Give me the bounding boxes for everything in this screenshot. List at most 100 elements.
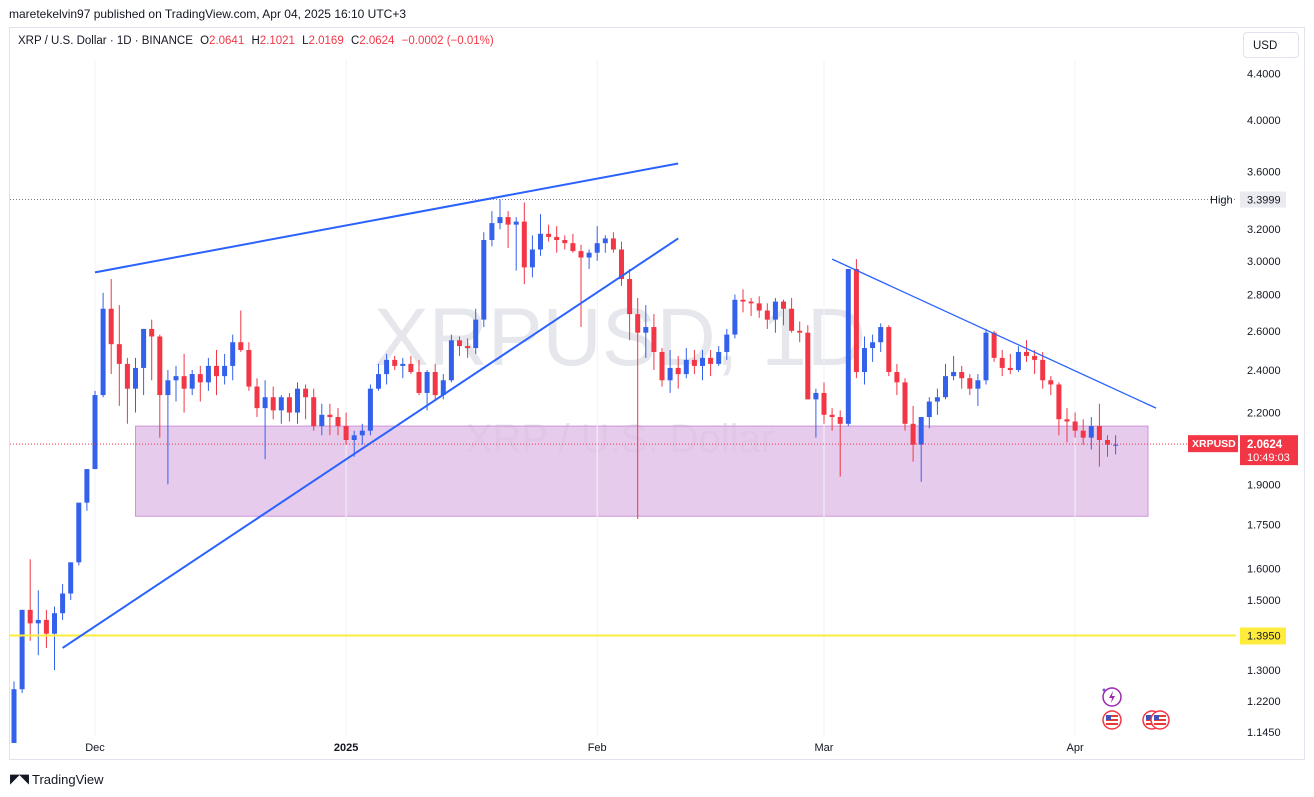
candle[interactable] — [481, 232, 487, 328]
us-flag-icon[interactable] — [1150, 710, 1170, 730]
candle[interactable] — [1024, 340, 1029, 362]
candle[interactable] — [246, 342, 252, 391]
trendline[interactable] — [94, 162, 679, 274]
candle[interactable] — [424, 369, 430, 411]
currency-button[interactable]: USD — [1243, 32, 1299, 58]
candle[interactable] — [886, 325, 892, 377]
candle[interactable] — [1032, 349, 1038, 375]
candle[interactable] — [303, 384, 309, 420]
candle[interactable] — [43, 609, 49, 648]
trendline[interactable] — [62, 237, 679, 649]
candle[interactable] — [141, 328, 147, 396]
candle[interactable] — [829, 408, 835, 431]
candle[interactable] — [359, 423, 365, 445]
candle[interactable] — [1064, 408, 1070, 443]
candle[interactable] — [278, 395, 284, 424]
candle[interactable] — [222, 353, 228, 385]
candle[interactable] — [335, 408, 341, 436]
candle[interactable] — [1048, 376, 1054, 396]
candle[interactable] — [570, 233, 576, 253]
candle[interactable] — [149, 319, 155, 381]
candle[interactable] — [367, 384, 373, 436]
candle[interactable] — [116, 305, 122, 406]
candle[interactable] — [578, 244, 584, 328]
candle[interactable] — [392, 355, 398, 370]
candle[interactable] — [627, 269, 633, 341]
candle[interactable] — [489, 211, 495, 247]
candle[interactable] — [384, 353, 390, 385]
candle[interactable] — [100, 292, 106, 398]
candle[interactable] — [724, 328, 730, 360]
candle[interactable] — [643, 305, 649, 358]
candle[interactable] — [295, 382, 300, 424]
candle[interactable] — [781, 299, 786, 326]
candle[interactable] — [513, 217, 519, 271]
candle[interactable] — [700, 349, 705, 381]
candle[interactable] — [465, 338, 471, 358]
candle[interactable] — [1072, 412, 1078, 438]
candle[interactable] — [999, 349, 1005, 377]
candle[interactable] — [529, 235, 535, 278]
candle[interactable] — [254, 378, 260, 418]
candle[interactable] — [554, 226, 560, 253]
candle[interactable] — [457, 336, 462, 356]
candle[interactable] — [157, 334, 163, 438]
candle[interactable] — [853, 259, 859, 379]
candle[interactable] — [683, 348, 689, 379]
candle[interactable] — [133, 357, 138, 413]
candle[interactable] — [197, 365, 203, 402]
candle[interactable] — [52, 606, 57, 670]
candle[interactable] — [189, 369, 195, 396]
candle[interactable] — [619, 241, 624, 286]
candle[interactable] — [789, 298, 795, 333]
candle[interactable] — [400, 357, 406, 379]
trendline[interactable] — [831, 258, 1157, 409]
candle[interactable] — [651, 314, 657, 370]
candle[interactable] — [262, 380, 268, 460]
candle[interactable] — [837, 410, 843, 477]
candle[interactable] — [165, 369, 171, 485]
candle[interactable] — [205, 357, 211, 391]
candle[interactable] — [432, 363, 438, 400]
candle[interactable] — [76, 502, 82, 566]
candle[interactable] — [635, 298, 641, 519]
candle[interactable] — [214, 349, 219, 396]
candle[interactable] — [538, 214, 543, 256]
candle[interactable] — [1015, 346, 1021, 373]
candle[interactable] — [521, 202, 527, 285]
candle[interactable] — [1113, 435, 1119, 455]
candle[interactable] — [951, 355, 957, 381]
candle[interactable] — [1056, 382, 1062, 436]
candle[interactable] — [772, 298, 778, 333]
tradingview-logo[interactable]: ◤◥ TradingView — [10, 771, 104, 787]
candle[interactable] — [286, 392, 292, 422]
candle[interactable] — [497, 199, 503, 230]
candle[interactable] — [894, 363, 900, 396]
candle[interactable] — [975, 374, 981, 406]
candle[interactable] — [343, 412, 349, 445]
candle[interactable] — [740, 289, 746, 313]
candle[interactable] — [270, 386, 276, 420]
candle[interactable] — [805, 325, 811, 400]
candle[interactable] — [448, 334, 454, 383]
candle[interactable] — [594, 226, 600, 261]
candle[interactable] — [756, 296, 762, 318]
candle[interactable] — [870, 334, 876, 362]
candle[interactable] — [1096, 403, 1102, 467]
candle[interactable] — [11, 681, 17, 743]
candle[interactable] — [602, 235, 608, 253]
candle[interactable] — [716, 346, 722, 366]
candle[interactable] — [991, 330, 997, 362]
candle[interactable] — [416, 359, 422, 396]
us-flag-icon[interactable] — [1102, 710, 1122, 730]
candle[interactable] — [124, 357, 130, 424]
candle[interactable] — [659, 348, 665, 387]
candle[interactable] — [92, 390, 98, 470]
candle[interactable] — [35, 590, 41, 656]
candle[interactable] — [610, 232, 616, 253]
candle[interactable] — [408, 355, 414, 375]
candle[interactable] — [983, 328, 989, 385]
candle[interactable] — [748, 298, 754, 316]
candle[interactable] — [19, 609, 25, 694]
